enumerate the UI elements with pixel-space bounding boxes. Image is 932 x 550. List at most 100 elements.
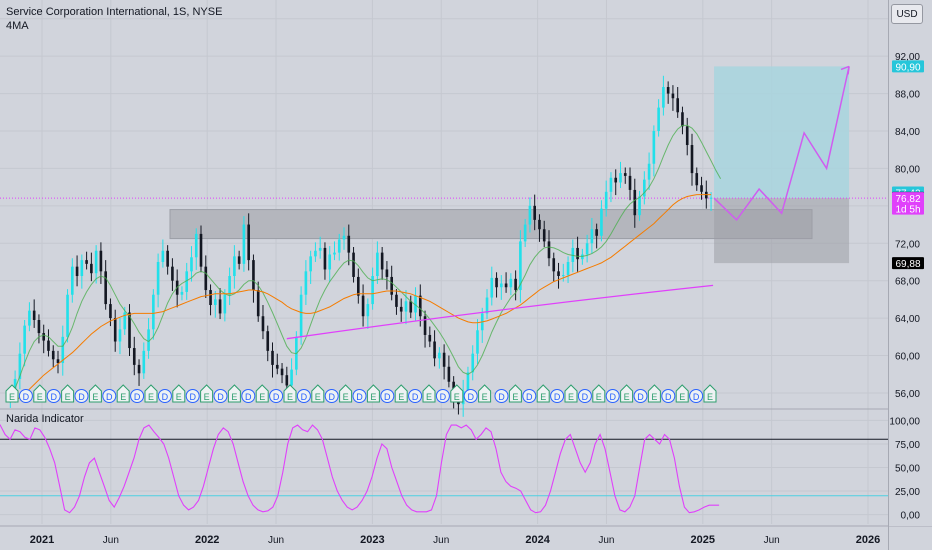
marker-e: E bbox=[61, 384, 75, 403]
candle bbox=[337, 239, 341, 253]
time-tick-label: 2023 bbox=[360, 534, 384, 546]
price-label: 1d 5h bbox=[892, 202, 924, 216]
candle bbox=[218, 299, 222, 314]
oscillator-title: Narida Indicator bbox=[6, 413, 84, 425]
marker-e: E bbox=[422, 384, 436, 403]
marker-label: D bbox=[328, 392, 335, 402]
candle bbox=[132, 348, 136, 365]
dividend-marker-shape bbox=[661, 389, 676, 403]
earnings-marker-shape bbox=[592, 384, 606, 403]
projection-path bbox=[713, 66, 850, 222]
marker-e: E bbox=[536, 384, 550, 403]
marker-label: E bbox=[426, 392, 432, 402]
candle bbox=[309, 256, 312, 272]
marker-label: E bbox=[651, 392, 657, 402]
time-tick-label: Jun bbox=[268, 535, 284, 546]
marker-e: E bbox=[366, 384, 380, 403]
earnings-marker-shape bbox=[339, 384, 353, 403]
candle bbox=[318, 247, 322, 251]
marker-e: E bbox=[144, 384, 158, 403]
candle bbox=[466, 372, 470, 392]
dividend-marker-shape bbox=[550, 389, 565, 403]
candle bbox=[604, 191, 608, 209]
trade-zones bbox=[0, 66, 888, 264]
candle bbox=[109, 304, 112, 319]
candle bbox=[438, 352, 441, 359]
dividend-marker-shape bbox=[130, 389, 145, 403]
candle bbox=[671, 93, 675, 99]
earnings-marker-shape bbox=[536, 384, 550, 403]
marker-label: D bbox=[440, 392, 447, 402]
candle bbox=[56, 359, 60, 364]
dividend-marker-shape bbox=[18, 389, 33, 403]
marker-e: E bbox=[339, 384, 353, 403]
candle bbox=[242, 224, 246, 264]
candle bbox=[623, 173, 627, 176]
candle bbox=[23, 325, 26, 354]
time-tick-label: 2026 bbox=[856, 534, 880, 546]
marker-e: E bbox=[33, 384, 47, 403]
time-tick-label: 2021 bbox=[30, 534, 54, 546]
earnings-marker-shape bbox=[172, 384, 186, 403]
candle bbox=[66, 294, 69, 337]
candle bbox=[142, 350, 146, 374]
candle bbox=[304, 271, 308, 295]
candle bbox=[204, 266, 208, 291]
marker-d: D bbox=[18, 389, 33, 403]
marker-label: D bbox=[412, 392, 419, 402]
earnings-marker-shape bbox=[311, 384, 325, 403]
dividend-marker-shape bbox=[269, 389, 284, 403]
candle bbox=[199, 233, 203, 267]
marker-label: D bbox=[134, 392, 141, 402]
candle bbox=[600, 208, 603, 236]
earnings-marker-shape bbox=[703, 384, 717, 403]
marker-label: E bbox=[343, 392, 349, 402]
marker-label: E bbox=[259, 392, 265, 402]
price-tick-label: 72,00 bbox=[895, 239, 920, 250]
dividend-marker-shape bbox=[102, 389, 117, 403]
marker-label: D bbox=[582, 392, 589, 402]
marker-label: D bbox=[273, 392, 280, 402]
candle bbox=[652, 130, 656, 164]
marker-label: E bbox=[540, 392, 546, 402]
marker-d: D bbox=[550, 389, 565, 403]
currency-button[interactable]: USD bbox=[891, 4, 923, 24]
dividend-marker-shape bbox=[494, 389, 509, 403]
candle bbox=[566, 261, 570, 276]
marker-e: E bbox=[311, 384, 325, 403]
candle bbox=[523, 224, 527, 242]
marker-d: D bbox=[157, 389, 172, 403]
candle bbox=[447, 366, 451, 382]
candle bbox=[113, 318, 117, 342]
candle bbox=[104, 271, 107, 305]
candle bbox=[628, 175, 632, 190]
candle bbox=[37, 319, 41, 334]
candle bbox=[299, 294, 303, 337]
candle bbox=[619, 173, 622, 183]
earnings-marker-shape bbox=[255, 384, 269, 403]
earnings-marker-shape bbox=[564, 384, 578, 403]
candle bbox=[185, 271, 189, 292]
dividend-marker-shape bbox=[74, 389, 89, 403]
marker-label: D bbox=[526, 392, 533, 402]
time-tick-label: Jun bbox=[433, 535, 449, 546]
dividend-marker-shape bbox=[46, 389, 61, 403]
candle bbox=[538, 219, 541, 230]
candle bbox=[13, 378, 17, 395]
marker-label: E bbox=[176, 392, 182, 402]
osc-tick-label: 0,00 bbox=[901, 511, 921, 522]
price-label-box bbox=[892, 60, 924, 73]
marker-d: D bbox=[130, 389, 145, 403]
time-axis: 2021 Jun 2022 Jun 2023 Jun 2024 Jun 2025 Jun 2026 bbox=[30, 534, 880, 546]
earnings-marker-shape bbox=[144, 384, 158, 403]
projection-arrow bbox=[840, 65, 850, 75]
price-tick-label: 64,00 bbox=[895, 314, 920, 325]
candle bbox=[223, 294, 227, 314]
price-tick-label: 60,00 bbox=[895, 352, 920, 363]
candle bbox=[28, 310, 31, 326]
marker-e: E bbox=[675, 384, 689, 403]
earnings-marker-shape bbox=[61, 384, 75, 403]
candle bbox=[695, 173, 699, 186]
